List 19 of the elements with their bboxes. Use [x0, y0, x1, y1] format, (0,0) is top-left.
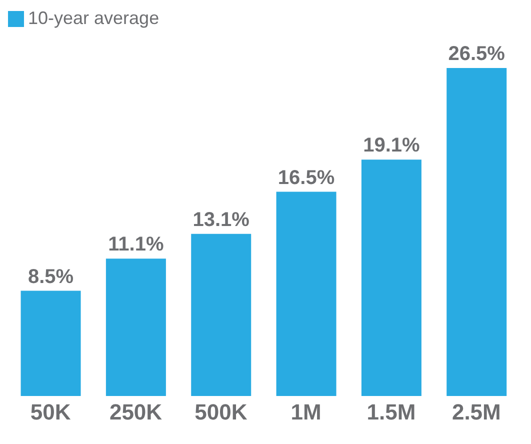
- x-tick-label: 1M: [290, 400, 322, 425]
- x-tick-label: 50K: [30, 400, 71, 425]
- bar: [446, 68, 507, 396]
- legend-label: 10-year average: [28, 8, 160, 28]
- data-label: 11.1%: [108, 234, 164, 256]
- data-label: 19.1%: [363, 134, 420, 157]
- data-label: 8.5%: [28, 266, 74, 288]
- bar: [191, 234, 252, 396]
- bar: [106, 258, 166, 396]
- data-label: 26.5%: [448, 43, 506, 65]
- x-tick-label: 500K: [194, 400, 248, 425]
- x-tick-label: 1.5M: [366, 400, 416, 425]
- x-tick-label: 250K: [109, 400, 162, 425]
- data-label: 13.1%: [192, 208, 250, 231]
- bar: [20, 290, 81, 396]
- bar: [276, 192, 336, 396]
- data-label: 16.5%: [278, 166, 335, 189]
- bar: [361, 160, 422, 396]
- x-tick-label: 2.5M: [452, 400, 501, 425]
